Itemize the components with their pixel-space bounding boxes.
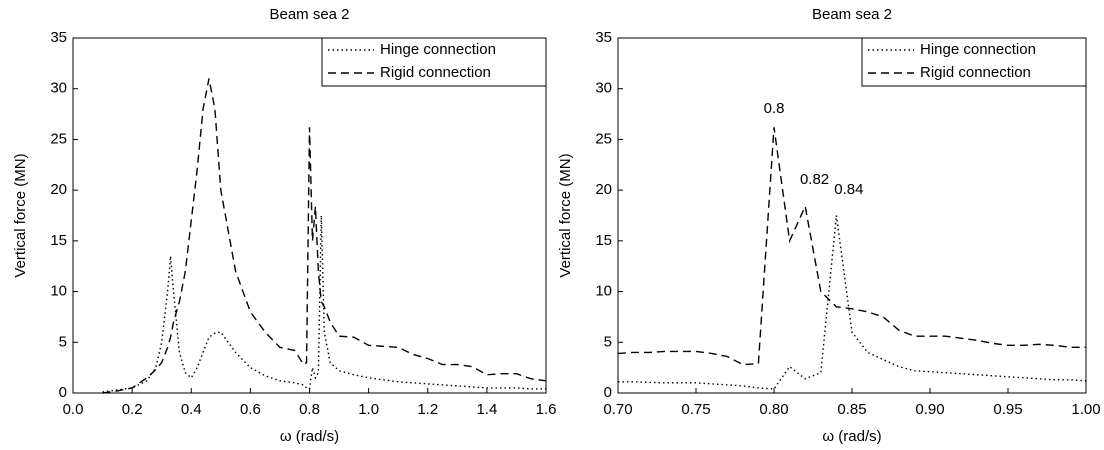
chart-title: Beam sea 2 bbox=[269, 6, 349, 23]
y-tick-label: 5 bbox=[604, 333, 612, 350]
y-tick-label: 30 bbox=[595, 80, 612, 97]
y-tick-label: 20 bbox=[50, 181, 67, 198]
y-tick-label: 10 bbox=[50, 283, 67, 300]
y-tick-label: 10 bbox=[595, 283, 612, 300]
y-axis-label: Vertical force (MN) bbox=[557, 153, 574, 277]
x-tick-label: 1.00 bbox=[1071, 401, 1100, 418]
annotation: 0.8 bbox=[764, 100, 785, 117]
legend-label: Hinge connection bbox=[380, 41, 496, 58]
y-tick-label: 20 bbox=[595, 181, 612, 198]
series-line bbox=[102, 215, 546, 393]
x-tick-label: 0.80 bbox=[759, 401, 788, 418]
x-tick-label: 0.2 bbox=[122, 401, 143, 418]
legend-label: Rigid connection bbox=[380, 64, 491, 81]
x-tick-label: 0.0 bbox=[63, 401, 84, 418]
x-tick-label: 1.0 bbox=[358, 401, 379, 418]
legend-label: Rigid connection bbox=[920, 64, 1031, 81]
y-tick-label: 35 bbox=[595, 29, 612, 46]
y-tick-label: 0 bbox=[604, 384, 612, 401]
x-tick-label: 0.95 bbox=[993, 401, 1022, 418]
y-tick-label: 0 bbox=[59, 384, 67, 401]
x-tick-label: 0.70 bbox=[603, 401, 632, 418]
x-axis-label: ω (rad/s) bbox=[280, 428, 339, 445]
x-tick-label: 1.4 bbox=[476, 401, 497, 418]
legend: Hinge connection Rigid connection bbox=[861, 37, 1087, 87]
y-axis-label: Vertical force (MN) bbox=[12, 153, 29, 277]
y-tick-label: 35 bbox=[50, 29, 67, 46]
y-tick-label: 15 bbox=[50, 232, 67, 249]
legend-box bbox=[861, 37, 1087, 87]
series-line bbox=[102, 78, 547, 394]
x-tick-label: 0.6 bbox=[240, 401, 261, 418]
series-line bbox=[617, 127, 1086, 366]
x-tick-label: 0.85 bbox=[837, 401, 866, 418]
series-line bbox=[618, 215, 1087, 390]
x-tick-label: 0.4 bbox=[181, 401, 202, 418]
annotation: 0.84 bbox=[834, 181, 863, 198]
legend: Hinge connection Rigid connection bbox=[321, 37, 547, 87]
annotation: 0.82 bbox=[800, 171, 829, 188]
x-tick-label: 1.6 bbox=[536, 401, 557, 418]
x-tick-label: 0.75 bbox=[681, 401, 710, 418]
x-tick-label: 0.8 bbox=[299, 401, 320, 418]
legend-box bbox=[321, 37, 547, 87]
y-tick-label: 30 bbox=[50, 80, 67, 97]
chart-title: Beam sea 2 bbox=[812, 6, 892, 23]
y-tick-label: 5 bbox=[59, 333, 67, 350]
plot-frame bbox=[72, 37, 547, 394]
y-tick-label: 25 bbox=[595, 130, 612, 147]
plot-frame bbox=[617, 37, 1087, 394]
x-axis-label: ω (rad/s) bbox=[822, 428, 881, 445]
y-tick-label: 25 bbox=[50, 130, 67, 147]
x-tick-label: 0.90 bbox=[915, 401, 944, 418]
y-tick-label: 15 bbox=[595, 232, 612, 249]
legend-label: Hinge connection bbox=[920, 41, 1036, 58]
x-tick-label: 1.2 bbox=[417, 401, 438, 418]
